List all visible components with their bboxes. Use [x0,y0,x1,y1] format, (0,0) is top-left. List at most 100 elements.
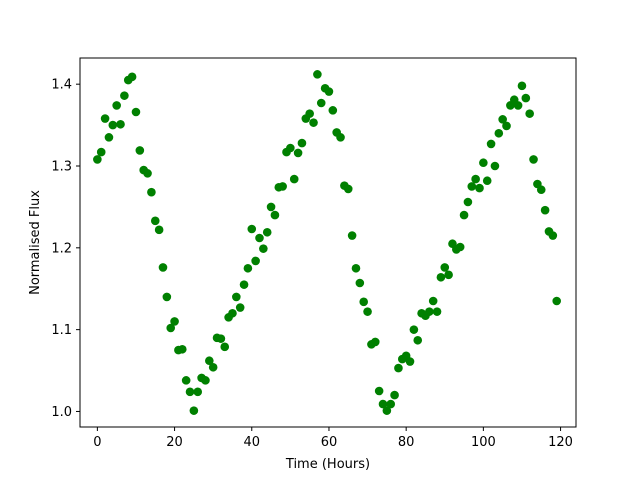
data-point [100,114,110,123]
x-tick-label: 80 [398,435,415,450]
data-point [425,307,434,316]
data-point [93,155,102,164]
data-point [278,182,287,191]
x-tick-label: 40 [243,435,260,450]
y-tick-label: 1.3 [51,160,72,175]
data-point [239,280,249,289]
data-point [552,296,561,306]
data-point [166,323,176,333]
data-point [370,337,380,347]
data-point [498,115,507,124]
data-point [455,242,465,252]
data-point [444,270,453,280]
data-point [309,118,318,127]
data-point [540,205,550,215]
x-axis-ticks: 0 20 40 60 80 100 120 [93,427,573,450]
data-point [494,128,504,138]
data-point [150,216,160,226]
data-point [243,263,253,273]
data-point [536,185,546,195]
data-point [374,386,384,396]
y-tick-label: 1.2 [51,241,72,256]
data-point [405,357,415,366]
data-point [336,133,345,142]
data-point [529,155,538,164]
y-axis-label: Normalised Flux [28,190,43,295]
data-point [525,109,534,118]
data-point [289,174,299,184]
data-point [185,387,195,397]
data-point [297,138,307,148]
data-point [343,184,353,194]
data-point [355,278,365,288]
x-tick-label: 60 [321,435,338,450]
data-point [521,93,531,103]
data-point [428,296,438,306]
data-point [220,342,230,352]
data-point [235,303,245,312]
data-point [216,334,226,343]
data-point [436,272,446,282]
data-point [262,227,272,237]
data-point [313,70,322,79]
data-point [112,101,121,110]
data-point [486,139,496,149]
data-point [463,197,473,207]
data-point [351,263,361,273]
data-point [120,91,129,100]
y-axis-ticks: 1.0 1.1 1.2 1.3 1.4 [51,78,80,420]
data-point [201,376,210,385]
data-point [363,307,372,316]
data-point [293,148,303,158]
x-axis-label: Time (Hours) [285,457,370,472]
data-point [251,256,260,266]
data-point [359,297,369,307]
data-point [208,362,218,372]
data-point [390,390,399,400]
data-point [502,121,511,131]
data-point [154,225,164,235]
plot-frame [79,57,577,428]
data-point [193,387,203,397]
data-point [324,87,334,96]
data-point [475,183,484,193]
x-tick-label: 120 [548,435,573,450]
data-point [96,147,106,157]
data-point [490,161,500,171]
data-point [394,363,403,373]
data-point [177,344,187,354]
data-point [409,325,419,334]
y-tick-label: 1.0 [51,405,72,420]
data-point [228,308,237,318]
data-points [93,70,561,415]
data-point [548,231,558,240]
data-point [158,263,168,272]
data-point [482,176,492,186]
data-point [479,158,488,168]
data-point [382,406,392,415]
y-tick-label: 1.4 [51,78,72,93]
x-tick-label: 100 [471,435,496,450]
data-point [143,169,152,178]
x-tick-label: 0 [93,435,101,450]
data-point [266,202,276,212]
data-point [127,72,137,82]
data-point [189,406,199,415]
data-point [517,81,527,91]
data-point [513,101,523,110]
x-tick-label: 20 [166,435,183,450]
data-point [147,187,156,197]
data-point [205,356,214,366]
data-point [135,146,145,155]
data-point [108,120,118,130]
data-point [440,263,450,272]
data-point [259,244,268,253]
data-point [247,224,257,234]
data-point [471,174,480,184]
data-point [255,233,264,243]
data-point [347,231,357,240]
data-point [328,106,338,115]
data-point [170,317,179,326]
data-point [378,399,388,409]
